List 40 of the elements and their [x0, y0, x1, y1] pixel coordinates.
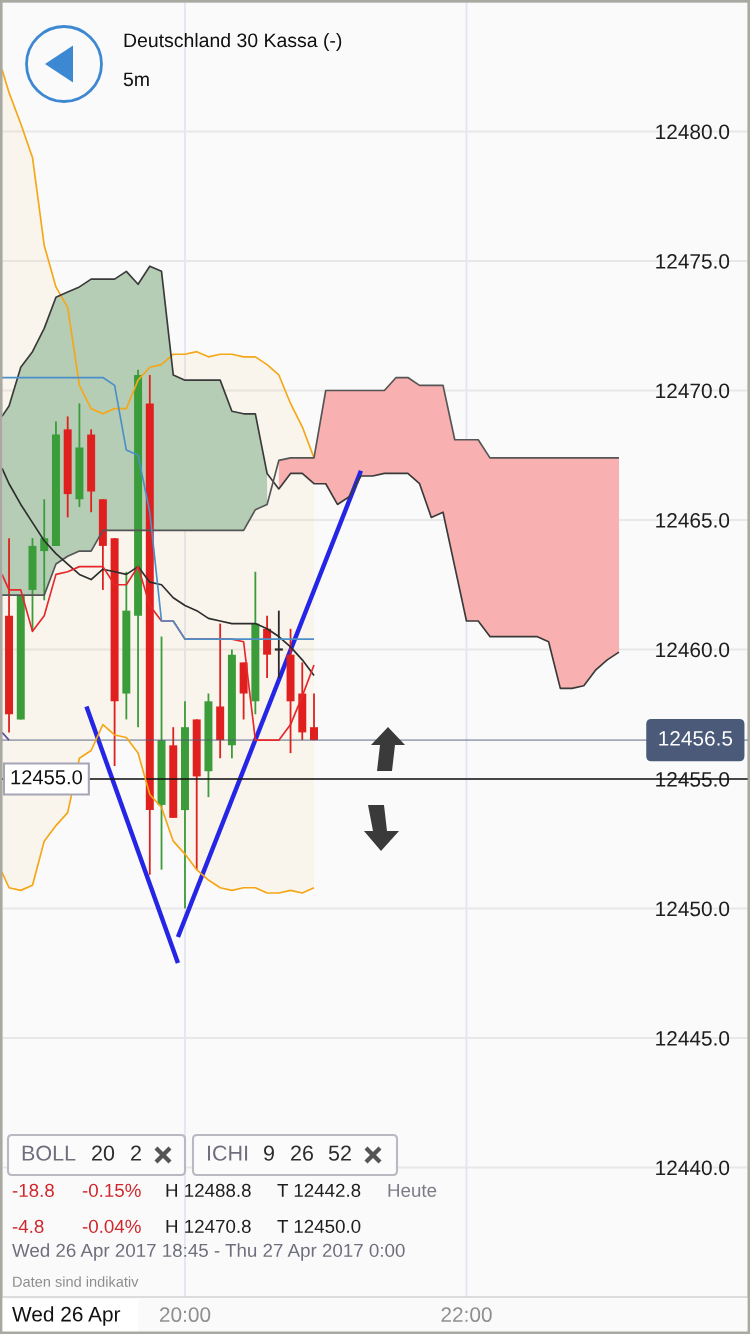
annotation: 2: [131, 1145, 141, 1161]
line-series: [2, 723, 315, 894]
annotation: 26: [291, 1145, 313, 1161]
line-series: [2, 467, 315, 677]
line-series: [2, 376, 315, 640]
line-series: [2, 265, 620, 690]
line-series: [2, 68, 315, 459]
annotation: -18.8: [12, 1183, 54, 1198]
y-tick-label: 12480.0: [656, 124, 730, 140]
text: 5m: [123, 72, 149, 87]
text: Wed 26 Apr: [12, 1306, 121, 1326]
annotation: 52: [328, 1145, 351, 1161]
annotation: -0.15%: [82, 1183, 141, 1198]
y-tick-label: 12475.0: [656, 254, 730, 269]
y-tick-label: 12450.0: [656, 901, 730, 917]
ref-line-label: 12455.0: [11, 770, 83, 785]
candlestick: [310, 692, 318, 742]
x-tick-label: 20:00: [159, 1307, 211, 1323]
annotation: 20: [92, 1145, 115, 1161]
annotation: Wed 26 Apr 2017 18:45 - Thu 27 Apr 2017 0:00: [12, 1243, 405, 1261]
annotation: -0.04%: [82, 1219, 141, 1234]
annotation: 9: [264, 1145, 274, 1161]
y-tick-label: 12470.0: [656, 383, 730, 399]
line-series: [2, 376, 620, 596]
y-tick-label: 12440.0: [656, 1160, 730, 1176]
annotation: Daten sind indikativ: [13, 1276, 139, 1287]
ref-line-label: 12456.5: [659, 730, 733, 746]
annotation: T 12442.8: [277, 1183, 361, 1198]
x-tick-label: 22:00: [441, 1307, 492, 1323]
annotation: Heute: [388, 1183, 437, 1198]
y-tick-label: 12465.0: [656, 513, 730, 528]
annotation: ICHI: [207, 1145, 248, 1161]
annotation: H 12488.8: [166, 1183, 251, 1198]
annotation: -4.8: [12, 1219, 44, 1234]
annotation: BOLL: [22, 1145, 76, 1161]
y-tick-label: 12460.0: [656, 642, 730, 658]
annotation: T 12450.0: [277, 1219, 361, 1234]
y-tick-label: 12445.0: [656, 1031, 730, 1046]
annotation: H 12470.8: [166, 1219, 251, 1234]
text: Deutschland 30 Kassa (-): [124, 32, 342, 52]
